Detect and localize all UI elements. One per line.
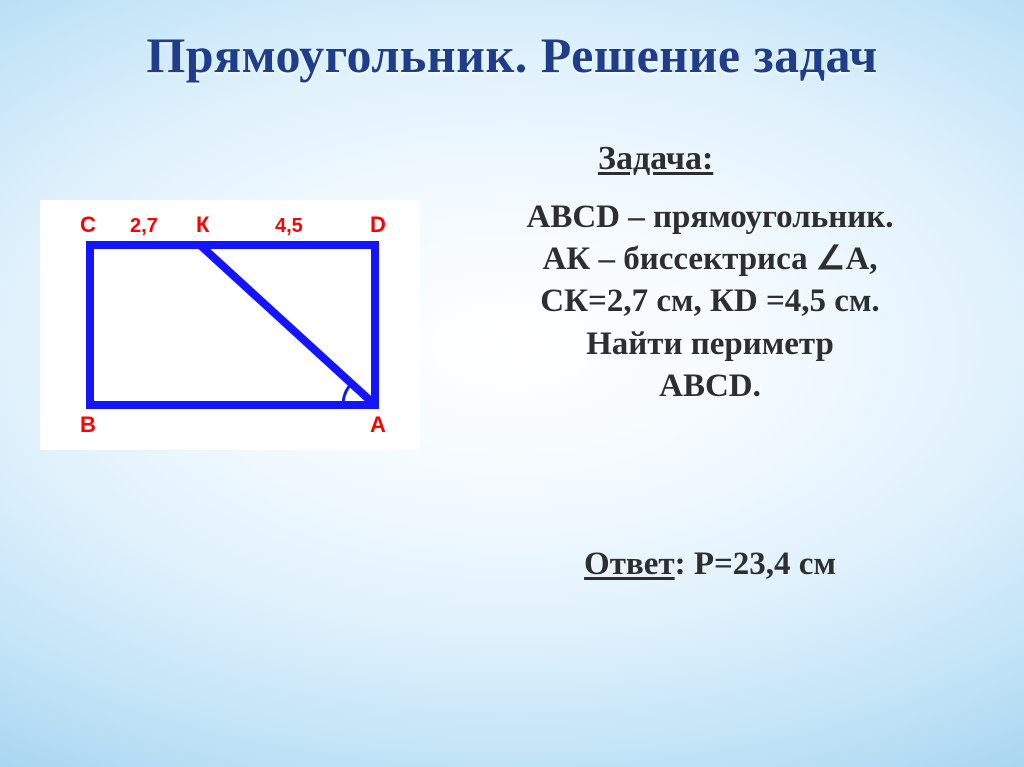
diagram-svg: C К D B A 2,7 4,5 xyxy=(40,200,420,450)
measure-ck: 2,7 xyxy=(130,215,158,237)
vertex-label-a: A xyxy=(370,412,386,437)
vertex-label-k: К xyxy=(196,212,210,237)
geometry-diagram: C К D B A 2,7 4,5 xyxy=(40,200,420,450)
answer-value: : Р=23,4 см xyxy=(675,546,836,582)
slide: Прямоугольник. Решение задач Задача: ABC… xyxy=(0,0,1024,767)
task-label: Задача: xyxy=(598,140,713,178)
vertex-label-d: D xyxy=(370,212,386,237)
problem-line: ABCD. xyxy=(659,368,761,404)
answer-label: Ответ xyxy=(584,546,675,582)
measure-kd: 4,5 xyxy=(275,215,303,237)
problem-text: ABCD – прямоугольник. АК – биссектриса ∠… xyxy=(430,196,990,407)
vertex-label-b: B xyxy=(80,412,96,437)
problem-line: ABCD – прямоугольник. xyxy=(527,199,894,235)
bisector-ak xyxy=(200,245,375,405)
problem-line: АК – биссектриса ∠А, xyxy=(542,241,877,277)
rectangle-abcd xyxy=(90,245,375,405)
vertex-label-c: C xyxy=(80,212,96,237)
problem-line: СК=2,7 см, КD =4,5 см. xyxy=(540,283,879,319)
answer-text: Ответ: Р=23,4 см xyxy=(430,546,990,583)
slide-title: Прямоугольник. Решение задач xyxy=(0,26,1024,84)
problem-line: Найти периметр xyxy=(586,326,834,362)
